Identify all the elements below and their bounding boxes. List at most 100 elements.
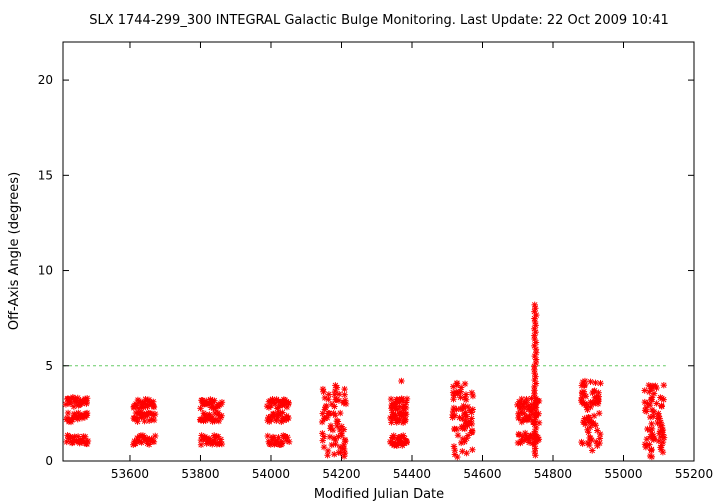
data-point [531,301,538,309]
data-point [331,391,338,398]
axis-ticks: 53600 53800 54000 54200 54400 54600 54800 55000… [38,42,713,481]
data-point [323,402,330,410]
data-point [64,409,72,417]
data-point [333,384,341,391]
data-point [338,423,345,430]
data-point [643,408,650,415]
x-tick-label: 55200 [675,467,713,481]
data-point [649,430,656,438]
data-point [70,403,78,410]
data-point [596,435,604,442]
data-point [650,390,658,397]
data-point [327,422,335,429]
data-point [336,443,344,451]
data-point [450,404,458,412]
data-point [150,416,158,424]
data-point [150,438,158,446]
data-point [331,403,338,410]
data-point [330,434,338,442]
data-point [521,410,528,417]
data-point [660,381,668,389]
data-point [197,441,205,448]
data-point [458,423,465,431]
data-point [657,422,664,430]
x-tick-label: 54000 [252,467,290,481]
data-point [388,419,395,426]
data-point [341,385,348,393]
data-point [592,379,599,386]
data-point [461,438,468,445]
data-point [457,394,464,401]
data-point [589,447,596,454]
data-point [333,417,340,425]
x-tick-label: 55000 [604,467,642,481]
y-tick-label: 5 [45,359,53,373]
data-point [585,414,593,421]
data-point [654,415,661,422]
data-point [648,406,656,414]
data-point [597,380,604,387]
data-point [335,433,342,440]
data-point [586,424,594,431]
data-point [319,430,326,437]
data-point [641,398,648,406]
data-point [218,412,225,419]
data-point [150,403,158,411]
data-point [594,442,601,449]
data-point [644,425,651,433]
data-point [202,417,209,424]
data-point [330,410,337,417]
data-point [83,440,91,448]
data-point [217,436,225,443]
data-point [81,433,89,440]
data-point [218,399,226,406]
data-point [333,422,341,430]
data-point [655,437,662,445]
x-tick-label: 54400 [393,467,431,481]
data-point [264,432,271,440]
x-tick-label: 54200 [322,467,360,481]
data-point [337,409,344,417]
data-point [84,437,92,445]
data-point [590,400,597,407]
x-tick-label: 53600 [111,467,149,481]
data-point [324,452,331,459]
data-point [583,404,590,411]
data-point [278,440,286,447]
data-point [468,409,475,416]
data-points [62,301,668,461]
data-point [151,410,159,418]
data-point [642,443,650,451]
y-axis-title: Off-Axis Angle (degrees) [7,172,22,330]
data-point [648,446,655,453]
data-point [335,449,343,456]
data-point [328,441,335,449]
data-point [457,388,464,395]
data-point [318,418,326,426]
data-point [589,420,596,427]
data-point [643,435,651,443]
data-point [659,431,667,438]
chart-title: SLX 1744-299_300 INTEGRAL Galactic Bulge… [89,13,669,28]
data-point [658,402,665,409]
y-tick-label: 15 [38,168,53,182]
data-point [641,387,648,394]
data-point [402,404,410,412]
data-point [451,425,458,433]
data-point [461,380,469,388]
data-point [340,453,348,460]
data-point [459,448,466,455]
data-point [647,413,654,421]
data-point [454,453,461,461]
data-point [332,440,339,448]
data-point [458,405,466,413]
x-tick-label: 54800 [534,467,572,481]
data-point [592,422,599,429]
data-point [319,410,326,417]
data-point [83,409,91,417]
data-point [468,389,476,397]
data-point [648,396,655,403]
data-point [152,432,159,440]
data-point [285,438,293,446]
